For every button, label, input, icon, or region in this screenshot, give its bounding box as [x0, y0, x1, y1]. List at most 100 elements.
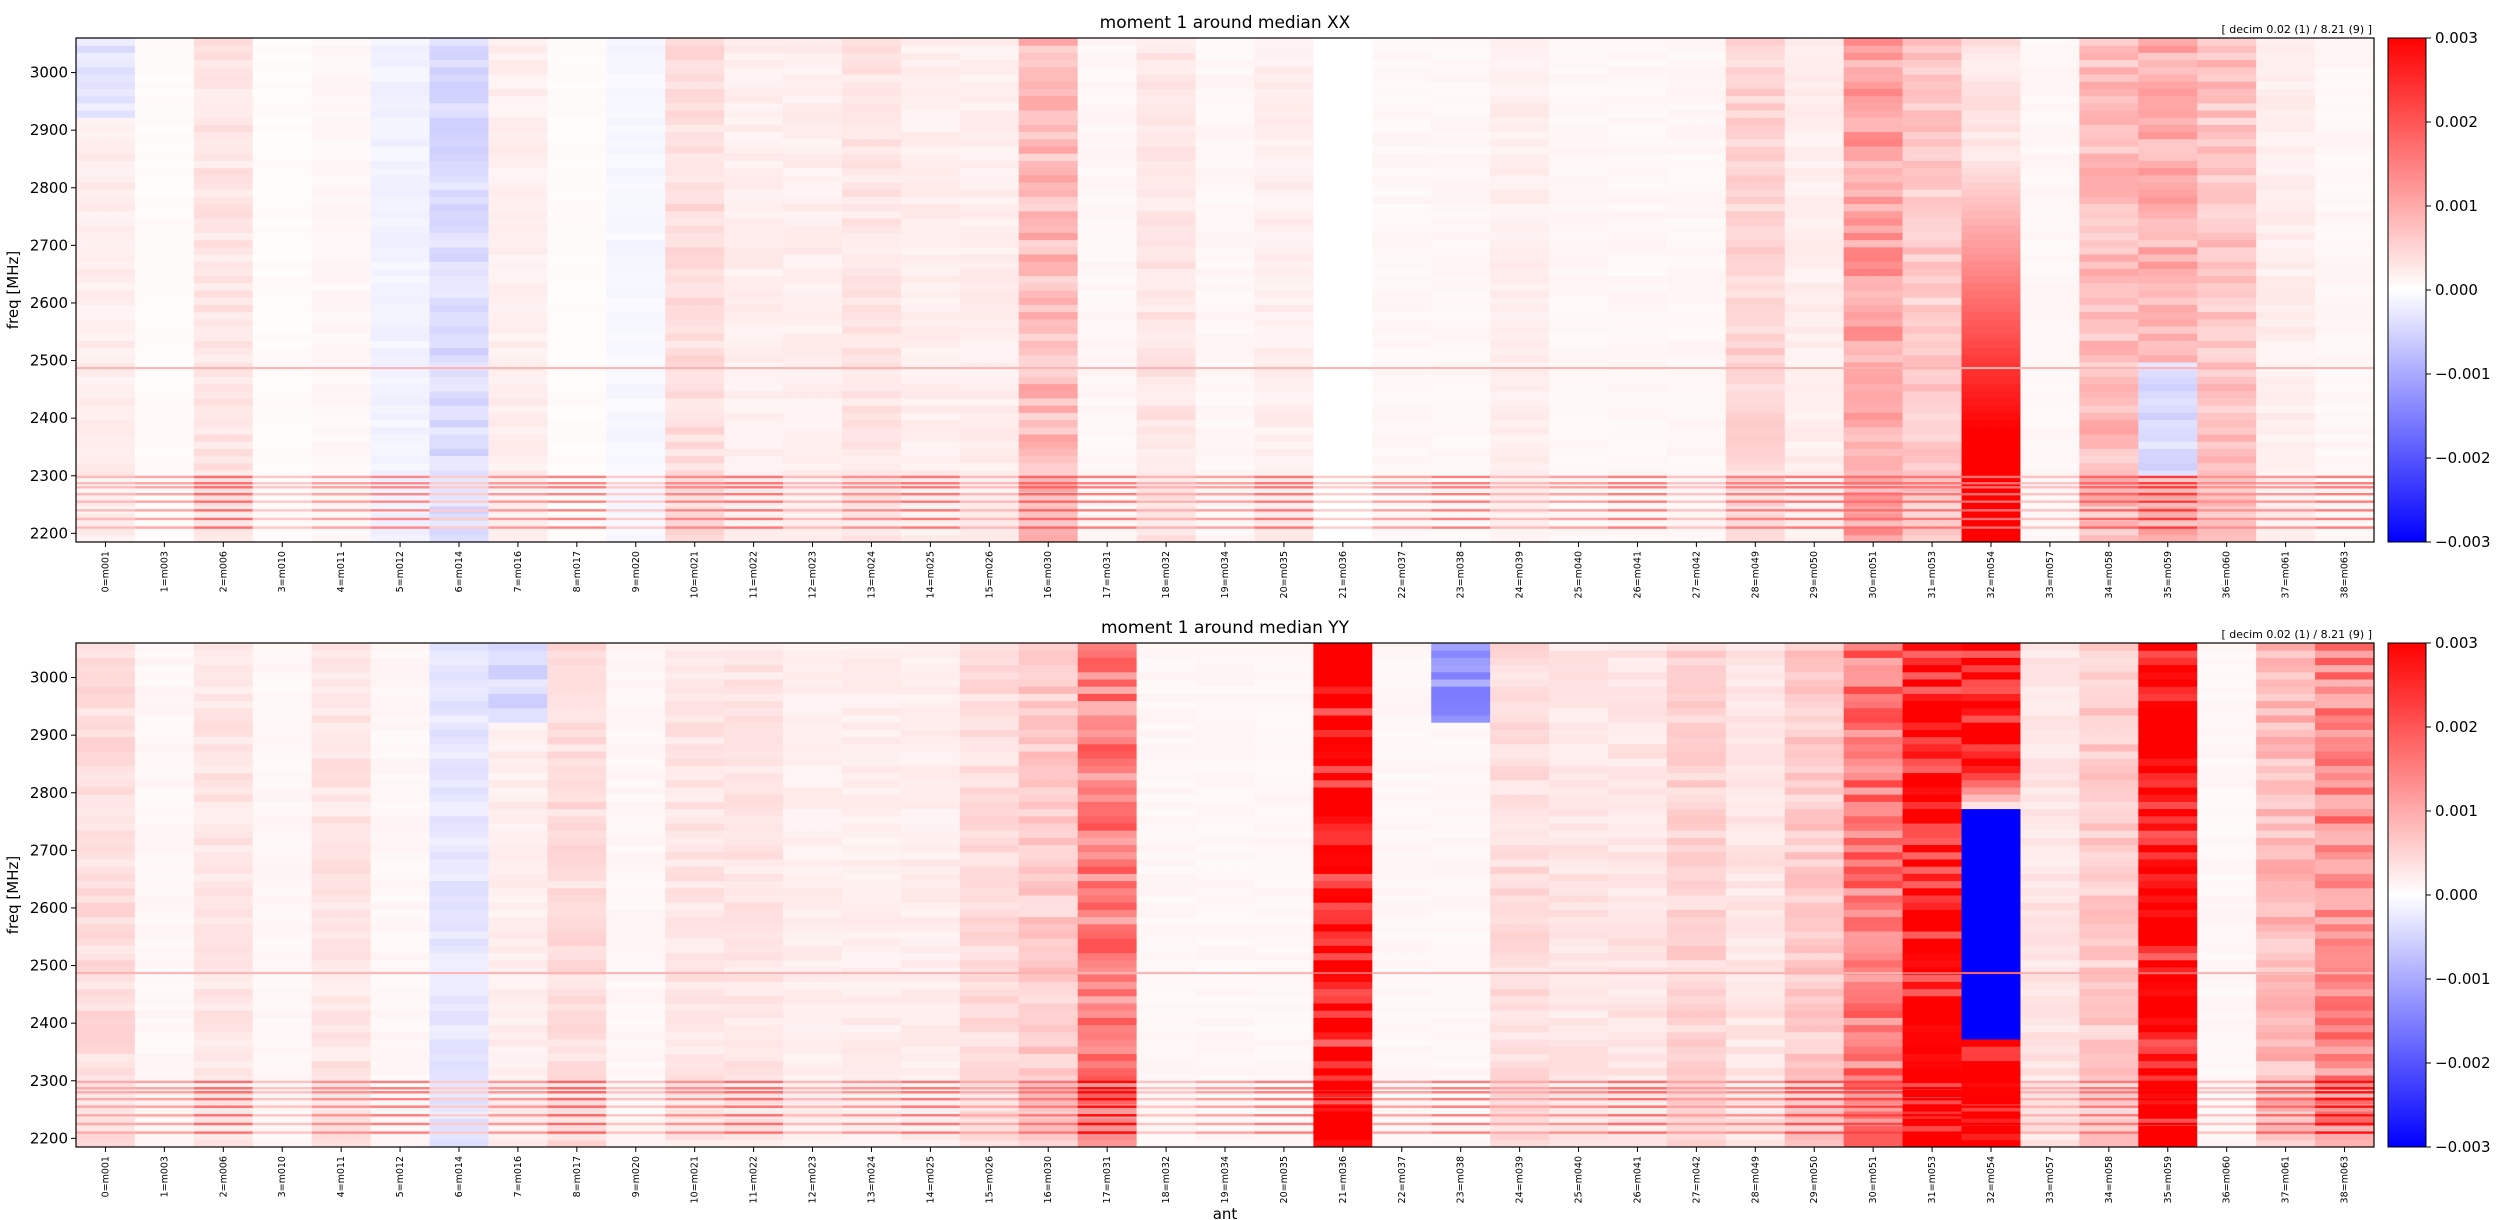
heatmap-cell	[370, 679, 431, 687]
heatmap-cell	[1666, 124, 1727, 133]
heatmap-cell	[370, 837, 431, 846]
heatmap-cell	[429, 146, 489, 154]
heatmap-cell	[2020, 167, 2080, 176]
heatmap-cell	[193, 434, 254, 442]
heatmap-cell	[665, 830, 725, 838]
heatmap-cell	[1431, 74, 1491, 82]
heatmap-cell	[842, 88, 902, 97]
heatmap-cell	[193, 736, 254, 745]
heatmap-cell	[429, 931, 489, 939]
heatmap-cell	[1136, 412, 1197, 421]
heatmap-cell	[900, 664, 961, 673]
heatmap-cell	[1608, 153, 1668, 161]
rfi-line	[1961, 526, 2021, 529]
rfi-line	[252, 482, 313, 485]
heatmap-cell	[1254, 297, 1314, 305]
heatmap-cell	[959, 873, 1020, 882]
heatmap-cell	[193, 534, 254, 543]
heatmap-cell	[2256, 462, 2316, 471]
heatmap-cell	[2256, 254, 2316, 262]
heatmap-cell	[547, 988, 607, 997]
heatmap-cell	[1725, 225, 1786, 233]
heatmap-cell	[1254, 491, 1314, 500]
heatmap-cell	[783, 268, 843, 277]
heatmap-cell	[1077, 715, 1138, 723]
heatmap-cell	[606, 938, 666, 946]
heatmap-cell	[665, 88, 725, 97]
heatmap-cell	[1666, 246, 1727, 255]
heatmap-cell	[547, 895, 607, 903]
heatmap-cell	[724, 333, 784, 341]
heatmap-cell	[1902, 398, 1963, 406]
heatmap-cell	[311, 1125, 372, 1134]
rfi-line	[429, 1080, 489, 1084]
heatmap-cell	[2079, 81, 2139, 89]
heatmap-cell	[2020, 290, 2080, 298]
heatmap-cell	[1077, 743, 1138, 752]
rfi-line	[76, 509, 136, 512]
rfi-line	[547, 475, 607, 479]
heatmap-cell	[429, 45, 489, 53]
heatmap-cell	[2079, 102, 2139, 111]
heatmap-cell	[488, 909, 548, 918]
heatmap-cell	[193, 232, 254, 241]
heatmap-cell	[252, 967, 313, 975]
heatmap-cell	[1490, 491, 1550, 500]
rfi-line	[1077, 1131, 1138, 1134]
heatmap-cell	[547, 830, 607, 838]
heatmap-cell	[1961, 376, 2021, 385]
rfi-line	[1666, 526, 1727, 529]
heatmap-cell	[1608, 160, 1668, 169]
heatmap-cell	[1018, 398, 1079, 406]
heatmap-cell	[76, 470, 136, 478]
heatmap-cell	[606, 383, 666, 392]
heatmap-cell	[1136, 952, 1197, 961]
heatmap-cell	[311, 787, 372, 795]
heatmap-cell	[959, 160, 1020, 169]
heatmap-cell	[1372, 1082, 1432, 1090]
heatmap-cell	[252, 398, 313, 406]
heatmap-cell	[193, 340, 254, 349]
heatmap-cell	[1136, 700, 1197, 709]
heatmap-cell	[1490, 383, 1550, 392]
heatmap-cell	[193, 844, 254, 853]
heatmap-cell	[370, 477, 431, 485]
heatmap-cell	[1018, 261, 1079, 269]
heatmap-cell	[429, 830, 489, 838]
heatmap-cell	[1077, 895, 1138, 903]
rfi-line	[429, 500, 489, 503]
heatmap-cell	[1313, 412, 1373, 421]
rfi-line	[2256, 367, 2316, 370]
rfi-line	[1254, 517, 1314, 521]
heatmap-cell	[665, 945, 725, 954]
heatmap-cell	[1254, 1010, 1314, 1018]
heatmap-cell	[1195, 736, 1255, 745]
heatmap-cell	[76, 902, 136, 910]
heatmap-cell	[1254, 110, 1314, 118]
rfi-line	[1843, 367, 1904, 370]
heatmap-cell	[1313, 1039, 1373, 1047]
heatmap-cell	[1195, 909, 1255, 918]
heatmap-cell	[2197, 383, 2257, 392]
heatmap-cell	[2197, 45, 2257, 53]
x-tick-label: 22=m037	[1397, 551, 1408, 598]
heatmap-cell	[1077, 318, 1138, 327]
heatmap-cell	[1784, 66, 1845, 75]
heatmap-cell	[1313, 218, 1373, 226]
heatmap-cell	[2079, 160, 2139, 169]
heatmap-cell	[1195, 1053, 1255, 1062]
heatmap-cell	[959, 167, 1020, 176]
heatmap-cell	[1784, 491, 1845, 500]
rfi-line	[1608, 509, 1668, 512]
heatmap-cell	[2079, 455, 2139, 464]
heatmap-cell	[1195, 988, 1255, 997]
heatmap-cell	[134, 679, 195, 687]
heatmap-cell	[488, 945, 548, 954]
heatmap-cell	[1961, 138, 2021, 147]
heatmap-cell	[1018, 772, 1079, 781]
heatmap-cell	[429, 290, 489, 298]
heatmap-cell	[1372, 974, 1432, 982]
heatmap-cell	[2315, 88, 2375, 97]
rfi-line	[76, 482, 136, 485]
heatmap-cell	[429, 650, 489, 658]
